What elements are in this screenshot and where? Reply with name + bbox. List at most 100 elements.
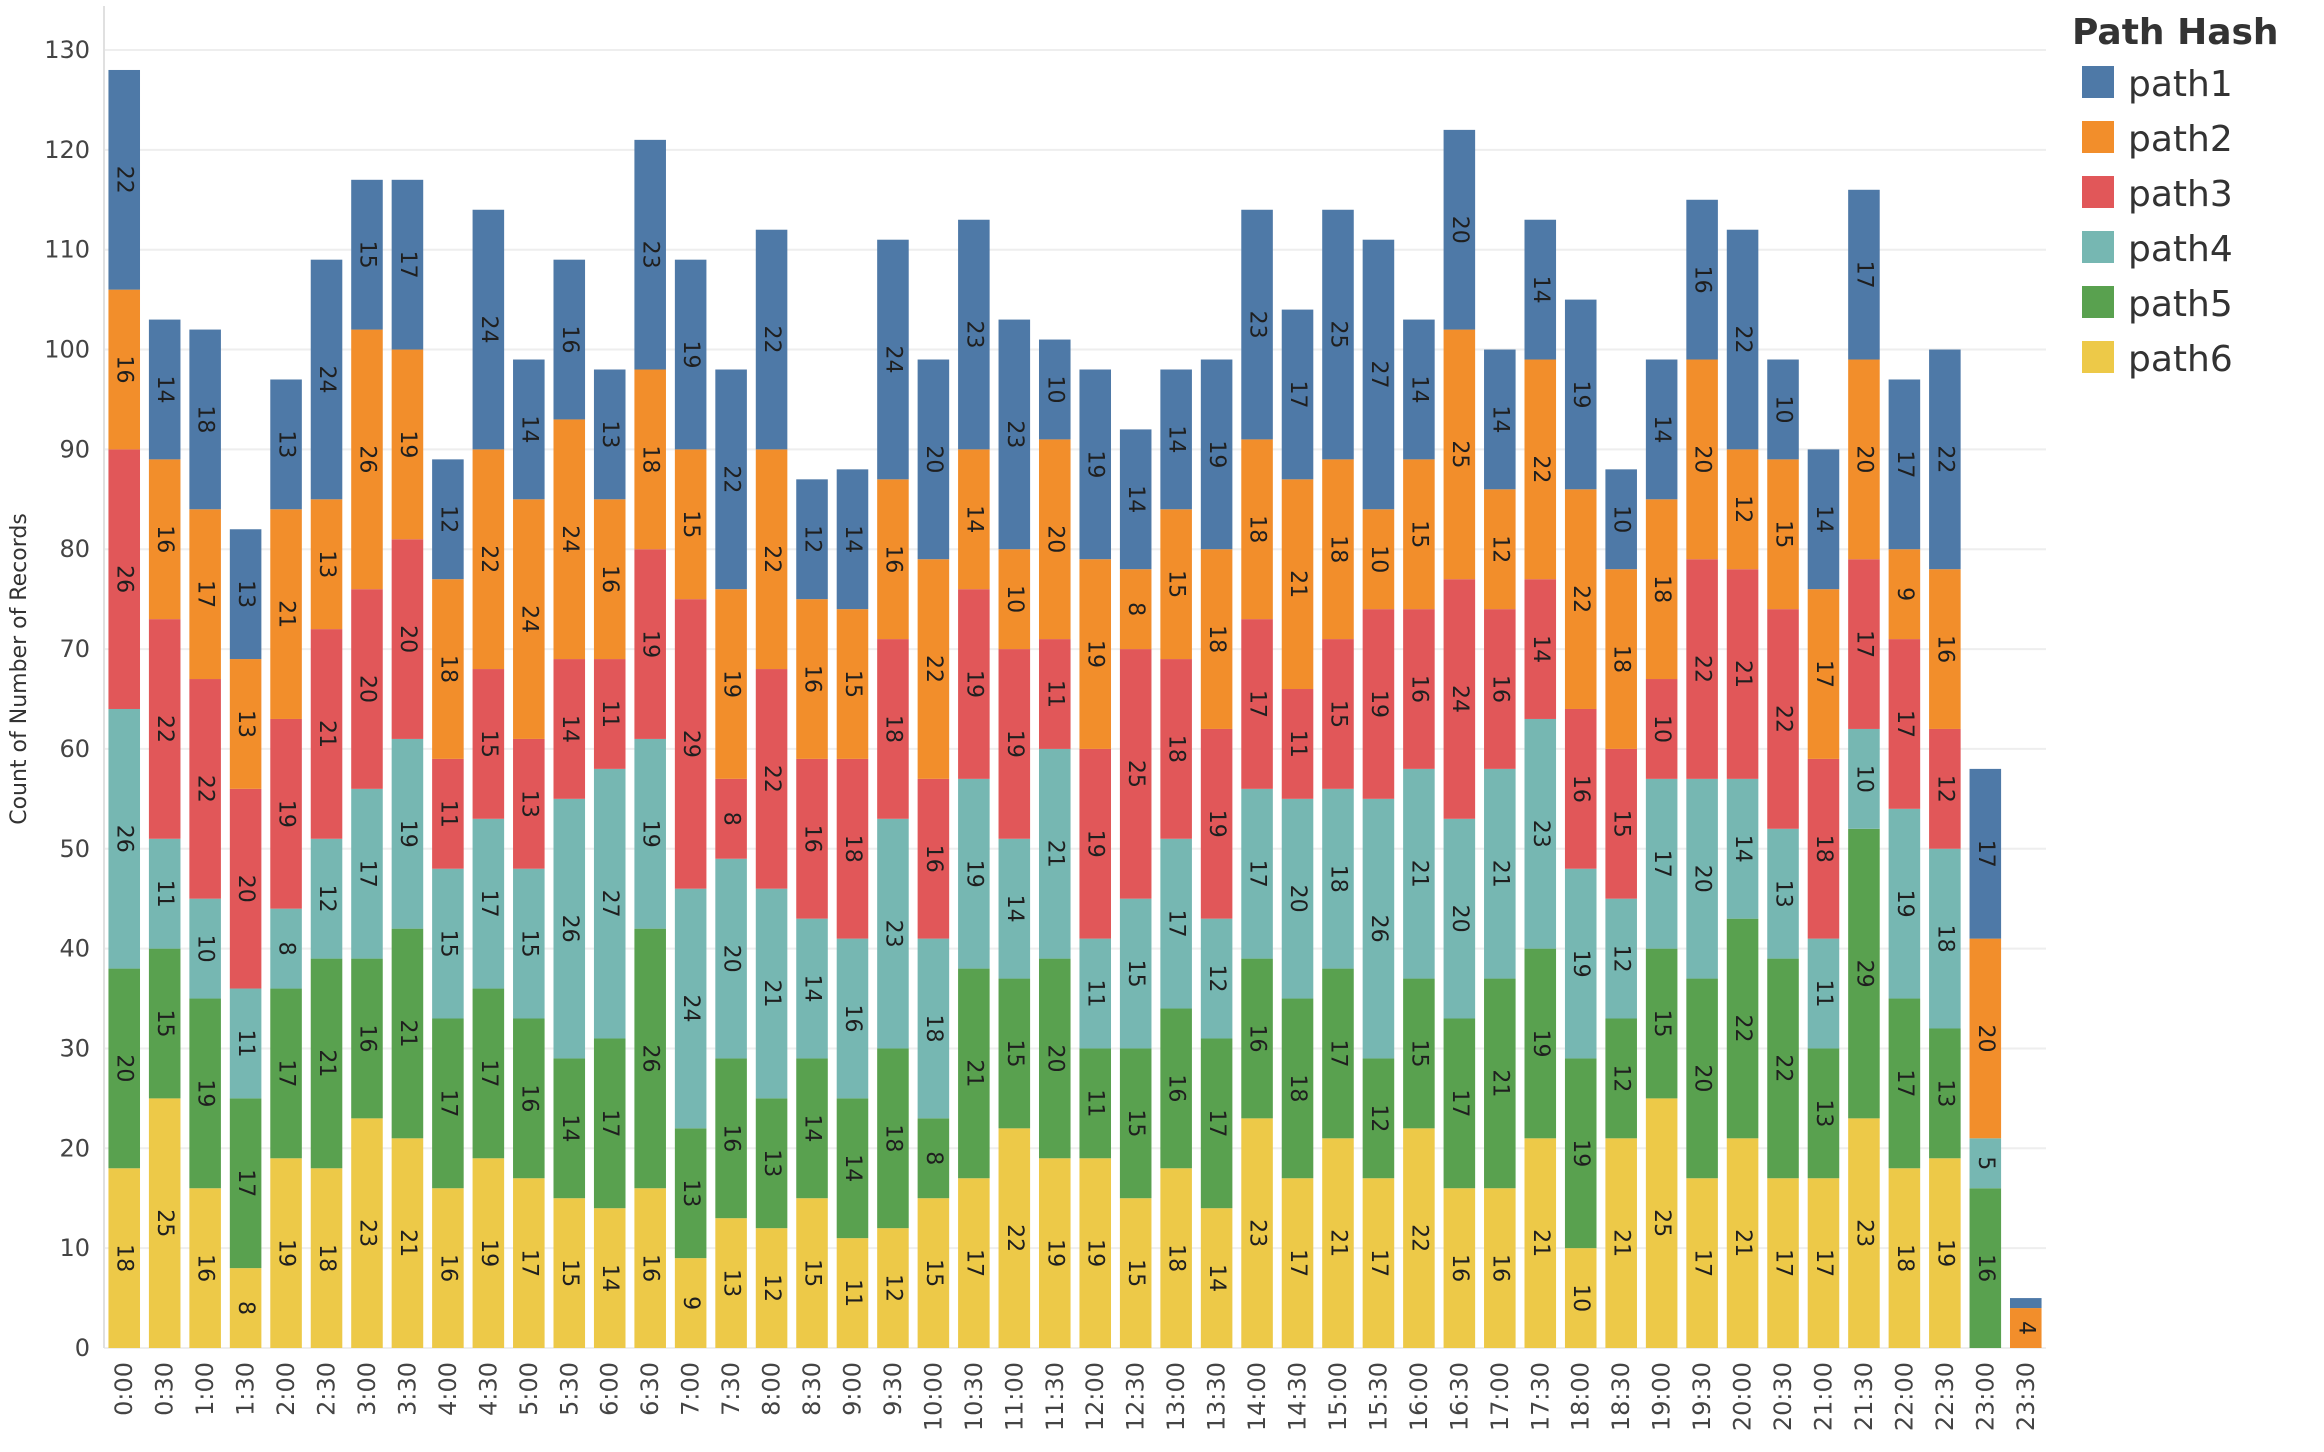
bar-segment-path6[interactable]: [1605, 1138, 1637, 1348]
legend-swatch-path3[interactable]: [2082, 176, 2114, 208]
bar-segment-path2[interactable]: [1524, 359, 1557, 580]
bar-segment-path4[interactable]: [148, 838, 181, 949]
bar-segment-path1[interactable]: [189, 329, 221, 510]
bar-segment-path5[interactable]: [108, 968, 141, 1169]
bar-segment-path5[interactable]: [1969, 1188, 2002, 1348]
bar-segment-path6[interactable]: [351, 1118, 383, 1348]
bar-segment-path2[interactable]: [189, 509, 221, 680]
bar-segment-path6[interactable]: [1281, 1178, 1314, 1348]
bar-segment-path1[interactable]: [796, 479, 828, 600]
bar-segment-path6[interactable]: [553, 1198, 586, 1348]
bar-segment-path5[interactable]: [1686, 978, 1718, 1179]
bar-segment-path4[interactable]: [472, 818, 505, 989]
bar-segment-path3[interactable]: [108, 449, 141, 709]
bar-segment-path6[interactable]: [1524, 1138, 1557, 1348]
bar-segment-path2[interactable]: [674, 449, 707, 600]
bar-segment-path5[interactable]: [634, 928, 666, 1189]
bar-segment-path1[interactable]: [432, 459, 464, 580]
bar-segment-path5[interactable]: [513, 1018, 545, 1179]
bar-segment-path2[interactable]: [1969, 938, 2002, 1139]
bar-segment-path4[interactable]: [1524, 718, 1557, 949]
bar-segment-path5[interactable]: [1443, 1018, 1476, 1189]
bar-segment-path1[interactable]: [877, 239, 909, 480]
bar-segment-path2[interactable]: [1888, 549, 1921, 640]
bar-segment-path3[interactable]: [877, 639, 909, 819]
bar-segment-path1[interactable]: [1403, 319, 1435, 460]
bar-segment-path5[interactable]: [1564, 1058, 1597, 1249]
bar-segment-path3[interactable]: [1645, 679, 1678, 779]
bar-segment-path2[interactable]: [2009, 1308, 2042, 1348]
bar-segment-path3[interactable]: [148, 619, 181, 839]
bar-segment-path6[interactable]: [674, 1258, 707, 1348]
bar-segment-path1[interactable]: [836, 469, 869, 610]
bar-segment-path3[interactable]: [1119, 649, 1152, 899]
bar-segment-path2[interactable]: [1322, 459, 1354, 640]
bar-segment-path5[interactable]: [148, 948, 181, 1099]
bar-segment-path4[interactable]: [593, 768, 626, 1039]
bar-segment-path6[interactable]: [755, 1228, 788, 1348]
bar-segment-path5[interactable]: [1524, 948, 1557, 1139]
bar-segment-path3[interactable]: [796, 758, 828, 919]
bar-segment-path2[interactable]: [1362, 509, 1395, 610]
bar-segment-path3[interactable]: [1888, 639, 1921, 809]
bar-segment-path1[interactable]: [229, 529, 262, 660]
bar-segment-path3[interactable]: [958, 589, 990, 779]
bar-segment-path1[interactable]: [1929, 349, 1961, 570]
bar-segment-path2[interactable]: [1119, 569, 1152, 650]
bar-segment-path2[interactable]: [310, 499, 343, 630]
bar-segment-path1[interactable]: [108, 69, 141, 290]
bar-segment-path3[interactable]: [998, 649, 1031, 839]
bar-segment-path2[interactable]: [715, 589, 747, 779]
legend-label-path2[interactable]: path2: [2128, 119, 2233, 160]
bar-segment-path5[interactable]: [877, 1048, 909, 1229]
bar-segment-path4[interactable]: [553, 798, 586, 1059]
bar-segment-path6[interactable]: [1807, 1178, 1840, 1348]
bar-segment-path1[interactable]: [148, 319, 181, 460]
bar-segment-path3[interactable]: [917, 778, 950, 939]
bar-segment-path1[interactable]: [674, 259, 707, 450]
bar-segment-path3[interactable]: [351, 589, 383, 789]
bar-segment-path4[interactable]: [836, 938, 869, 1099]
bar-segment-path4[interactable]: [1645, 778, 1678, 949]
bar-segment-path3[interactable]: [189, 679, 221, 899]
bar-segment-path4[interactable]: [351, 788, 383, 959]
bar-segment-path6[interactable]: [189, 1188, 221, 1348]
bar-segment-path3[interactable]: [229, 788, 262, 989]
bar-segment-path5[interactable]: [1362, 1058, 1395, 1179]
bar-segment-path5[interactable]: [351, 958, 383, 1119]
bar-segment-path4[interactable]: [1443, 818, 1476, 1019]
bar-segment-path6[interactable]: [1767, 1178, 1799, 1348]
bar-segment-path2[interactable]: [1767, 459, 1799, 610]
bar-segment-path1[interactable]: [1848, 189, 1880, 360]
bar-segment-path1[interactable]: [917, 359, 950, 560]
bar-segment-path3[interactable]: [1403, 609, 1435, 769]
bar-segment-path2[interactable]: [796, 599, 828, 759]
bar-segment-path3[interactable]: [432, 758, 464, 869]
bar-segment-path6[interactable]: [108, 1168, 141, 1348]
bar-segment-path6[interactable]: [998, 1128, 1031, 1348]
bar-segment-path1[interactable]: [1443, 129, 1476, 330]
bar-segment-path4[interactable]: [917, 938, 950, 1119]
bar-segment-path6[interactable]: [1686, 1178, 1718, 1348]
bar-segment-path4[interactable]: [796, 918, 828, 1059]
bar-segment-path6[interactable]: [1848, 1118, 1880, 1348]
bar-segment-path4[interactable]: [1807, 938, 1840, 1049]
bar-segment-path4[interactable]: [1929, 848, 1961, 1029]
bar-segment-path1[interactable]: [310, 259, 343, 500]
bar-segment-path4[interactable]: [958, 778, 990, 969]
bar-segment-path3[interactable]: [674, 599, 707, 889]
bar-segment-path6[interactable]: [1241, 1118, 1273, 1348]
legend-swatch-path5[interactable]: [2082, 286, 2114, 318]
bar-segment-path2[interactable]: [1645, 499, 1678, 680]
bar-segment-path3[interactable]: [1564, 708, 1597, 869]
bar-segment-path6[interactable]: [1726, 1138, 1759, 1348]
legend-swatch-path4[interactable]: [2082, 231, 2114, 263]
bar-segment-path4[interactable]: [1322, 788, 1354, 969]
bar-segment-path4[interactable]: [1200, 918, 1233, 1039]
bar-segment-path4[interactable]: [877, 818, 909, 1049]
legend-swatch-path1[interactable]: [2082, 66, 2114, 98]
bar-segment-path4[interactable]: [1848, 728, 1880, 829]
bar-segment-path3[interactable]: [310, 629, 343, 839]
bar-segment-path5[interactable]: [836, 1098, 869, 1239]
bar-segment-path1[interactable]: [1807, 449, 1840, 590]
